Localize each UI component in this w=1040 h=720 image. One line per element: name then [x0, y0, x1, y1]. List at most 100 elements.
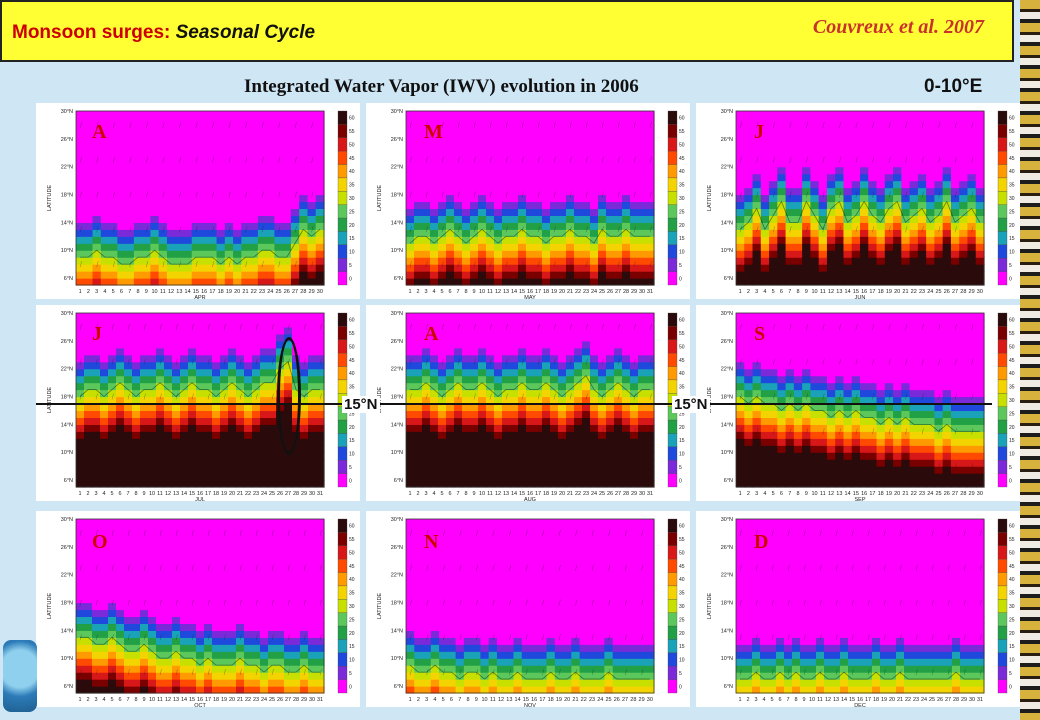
lat-tick-label: 18°N: [391, 193, 403, 199]
heatmap-cell: [802, 222, 811, 230]
heatmap-cell: [851, 326, 861, 335]
heatmap-cell: [274, 250, 284, 258]
heatmap-cell: [542, 257, 551, 265]
heatmap-cell: [502, 236, 511, 244]
heatmap-cell: [860, 250, 869, 258]
wind-vector: [278, 261, 281, 268]
heatmap-cell: [752, 340, 762, 349]
heatmap-cell: [518, 180, 527, 189]
heatmap-cell: [534, 250, 543, 258]
heatmap-cell: [316, 431, 325, 439]
heatmap-cell: [422, 417, 431, 425]
heatmap-cell: [793, 208, 803, 216]
heatmap-cell: [835, 271, 845, 279]
heatmap-cell: [802, 375, 811, 384]
heatmap-cell: [510, 417, 519, 425]
heatmap-cell: [307, 271, 317, 279]
heatmap-cell: [76, 173, 85, 182]
lat-tick-label: 22°N: [61, 165, 73, 171]
heatmap-cell: [614, 187, 623, 196]
heatmap-cell: [810, 124, 820, 133]
heatmap-cell: [117, 131, 127, 140]
colorbar-tick-label: 5: [349, 263, 352, 269]
heatmap-cell: [249, 152, 259, 161]
heatmap-cell: [785, 229, 795, 237]
heatmap-cell: [646, 124, 655, 133]
wind-vector: [617, 393, 620, 400]
heatmap-cell: [446, 194, 455, 203]
heatmap-cell: [158, 243, 168, 251]
heatmap-cell: [315, 111, 325, 119]
heatmap-cell: [752, 278, 762, 286]
heatmap-cell: [793, 201, 803, 210]
heatmap-cell: [860, 222, 869, 230]
heatmap-cell: [290, 194, 300, 203]
header-title: Monsoon surges: Seasonal Cycle: [12, 22, 316, 43]
heatmap-cell: [140, 375, 149, 384]
heatmap-cell: [406, 152, 415, 161]
heatmap-cell: [558, 117, 567, 126]
heatmap-cell: [84, 138, 94, 147]
heatmap-cell: [406, 382, 415, 391]
heatmap-cell: [860, 480, 869, 488]
heatmap-cell: [76, 264, 85, 272]
wind-vector: [111, 358, 114, 365]
heatmap-cell: [414, 445, 423, 453]
heatmap-cell: [646, 215, 655, 223]
heatmap-cell: [92, 438, 101, 446]
heatmap-cell: [598, 466, 607, 474]
heatmap-cell: [252, 396, 261, 405]
heatmap-cell: [802, 124, 811, 133]
heatmap-cell: [454, 333, 463, 342]
heatmap-cell: [893, 152, 902, 161]
wind-vector: [505, 428, 508, 435]
heatmap-cell: [630, 459, 639, 467]
heatmap-cell: [216, 124, 226, 133]
heatmap-cell: [183, 222, 193, 230]
heatmap-cell: [183, 229, 193, 237]
heatmap-cell: [510, 333, 519, 342]
heatmap-cell: [76, 138, 85, 147]
heatmap-cell: [909, 243, 919, 251]
heatmap-cell: [249, 180, 259, 189]
heatmap-cell: [430, 111, 439, 119]
heatmap-cell: [228, 354, 237, 363]
heatmap-cell: [100, 138, 110, 147]
heatmap-cell: [760, 319, 770, 328]
heatmap-cell: [574, 236, 583, 244]
heatmap-cell: [216, 257, 226, 265]
heatmap-cell: [252, 466, 261, 474]
heatmap-cell: [542, 473, 551, 481]
heatmap-cell: [200, 131, 209, 140]
heatmap-cell: [843, 271, 853, 279]
heatmap-cell: [606, 396, 615, 405]
day-tick-label: 7: [456, 491, 459, 497]
heatmap-cell: [630, 187, 639, 196]
wind-vector: [287, 323, 290, 330]
heatmap-cell: [769, 194, 778, 203]
heatmap-cell: [462, 361, 471, 370]
heatmap-cell: [191, 236, 201, 244]
lat-tick-label: 10°N: [721, 248, 733, 254]
heatmap-cell: [502, 257, 511, 265]
heatmap-cell: [606, 152, 615, 161]
heatmap-cell: [183, 124, 193, 133]
heatmap-cell: [959, 124, 969, 133]
heatmap-cell: [566, 236, 575, 244]
heatmap-cell: [590, 271, 599, 279]
heatmap-cell: [752, 173, 762, 182]
heatmap-cell: [876, 243, 886, 251]
heatmap-cell: [124, 410, 133, 418]
heatmap-cell: [760, 173, 770, 182]
month-letter: J: [754, 121, 764, 143]
day-tick-label: 24: [591, 491, 597, 497]
heatmap-cell: [802, 152, 811, 161]
heatmap-cell: [518, 368, 527, 377]
heatmap-cell: [574, 145, 583, 154]
heatmap-cell: [614, 354, 623, 363]
wind-vector: [553, 191, 556, 198]
heatmap-cell: [558, 473, 567, 481]
heatmap-cell: [150, 278, 160, 286]
colorbar-segment: [997, 124, 1008, 138]
heatmap-cell: [744, 319, 754, 328]
